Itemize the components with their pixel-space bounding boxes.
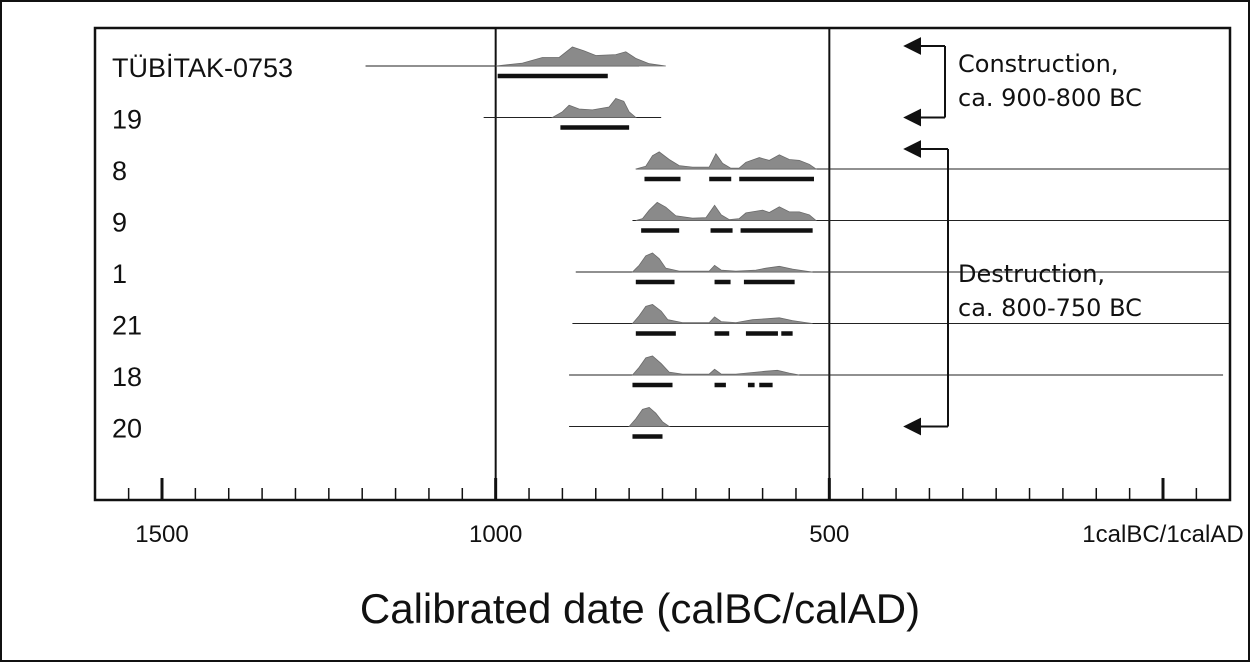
- sample-label: 9: [112, 208, 127, 238]
- sample-label: 1: [112, 259, 127, 289]
- sample-row: TÜBİTAK-0753: [112, 46, 666, 83]
- probability-distribution: [631, 304, 813, 324]
- sample-row: 1: [112, 252, 1230, 289]
- probability-distribution: [495, 46, 666, 67]
- sample-row: 21: [112, 304, 1230, 341]
- x-tick-label: 1calBC/1calAD: [1082, 521, 1243, 548]
- probability-distribution: [635, 151, 818, 170]
- probability-distribution: [628, 407, 671, 427]
- annotations: Construction, ca. 900-800 BC Destruction, c…: [903, 37, 1142, 436]
- annotation-bracket: Destruction, ca. 800-750 BC: [903, 140, 1142, 436]
- sample-row: 20: [112, 407, 830, 444]
- samples: TÜBİTAK-0753 19 8 9 1 21 18 20: [112, 46, 1230, 444]
- sample-label: TÜBİTAK-0753: [112, 52, 293, 83]
- x-axis-tick-labels: 1500 1000 500 1calBC/1calAD: [135, 521, 1243, 548]
- probability-distribution: [631, 355, 800, 376]
- annotation-text: Construction,: [958, 50, 1118, 78]
- annotation-text: ca. 800-750 BC: [958, 294, 1142, 322]
- annotation-text: Destruction,: [958, 260, 1105, 288]
- sample-label: 19: [112, 105, 142, 135]
- annotation-text: ca. 900-800 BC: [958, 84, 1142, 112]
- sample-label: 20: [112, 414, 142, 444]
- x-tick-label: 1500: [135, 521, 188, 548]
- x-tick-label: 1000: [469, 521, 522, 548]
- sample-label: 21: [112, 311, 142, 341]
- sample-label: 18: [112, 362, 142, 392]
- sample-row: 8: [112, 151, 1230, 186]
- x-axis-ticks: [127, 478, 1198, 500]
- probability-distribution: [631, 252, 813, 273]
- x-tick-label: 500: [809, 521, 849, 548]
- sample-row: 19: [112, 98, 662, 135]
- sample-row: 18: [112, 355, 1224, 392]
- x-axis-label: Calibrated date (calBC/calAD): [360, 585, 920, 632]
- annotation-bracket: Construction, ca. 900-800 BC: [903, 37, 1142, 127]
- reference-lines: [494, 28, 831, 500]
- probability-distribution: [635, 201, 818, 221]
- probability-distribution: [550, 98, 637, 118]
- sample-label: 8: [112, 156, 127, 186]
- sample-row: 9: [112, 201, 1230, 238]
